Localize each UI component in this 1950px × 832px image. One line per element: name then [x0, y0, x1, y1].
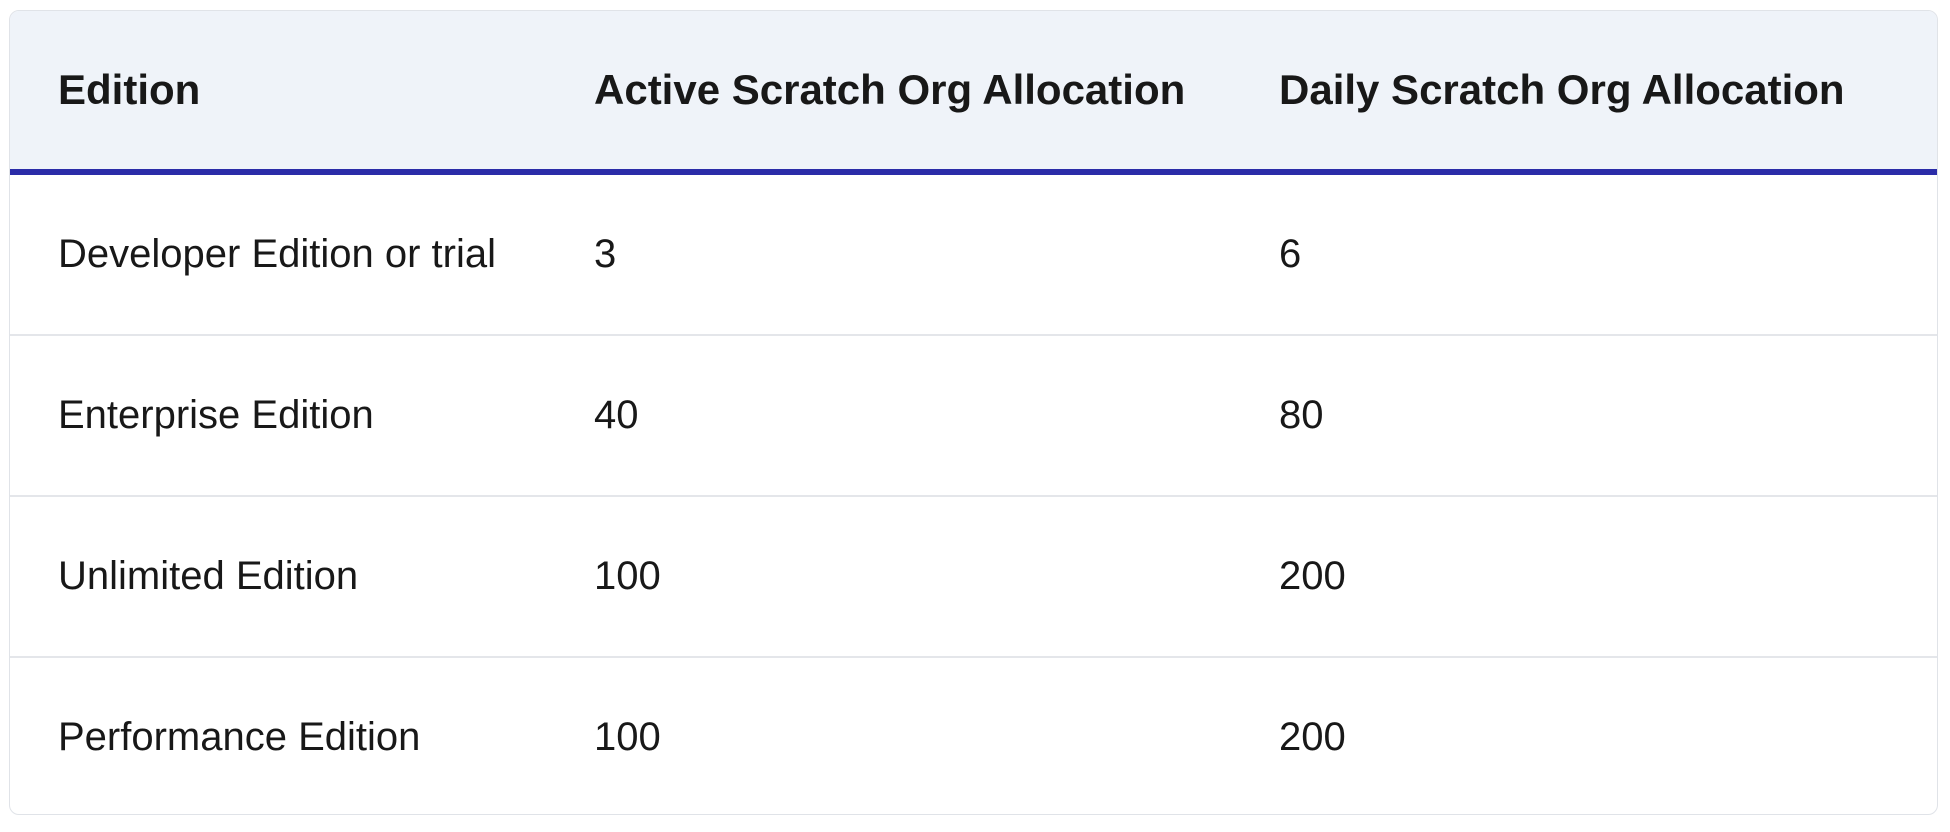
cell-edition: Performance Edition: [58, 715, 421, 759]
cell-active-allocation: 100: [594, 715, 661, 759]
scratch-org-allocation-table: Edition Active Scratch Org Allocation Da…: [9, 10, 1938, 815]
cell-daily-allocation: 200: [1279, 496, 1937, 658]
column-header-active-allocation: Active Scratch Org Allocation: [594, 11, 1279, 175]
cell-daily-allocation: 200: [1279, 715, 1346, 759]
table-row: Developer Edition or trial 3 6: [10, 172, 1937, 336]
allocation-table: Edition Active Scratch Org Allocation Da…: [10, 11, 1937, 814]
cell-active-allocation: 40: [594, 335, 1279, 497]
cell-edition: Enterprise Edition: [10, 335, 594, 497]
cell-edition: Developer Edition or trial: [10, 172, 594, 336]
cell-active-allocation: 100: [594, 496, 1279, 658]
table-row: Enterprise Edition 40 80: [10, 335, 1937, 497]
cell-daily-allocation: 80: [1279, 335, 1937, 497]
header-row: Edition Active Scratch Org Allocation Da…: [10, 11, 1937, 175]
column-header-edition: Edition: [10, 11, 594, 175]
cell-edition: Unlimited Edition: [10, 496, 594, 658]
cell-daily-allocation: 6: [1279, 172, 1937, 336]
table-header: Edition Active Scratch Org Allocation Da…: [10, 11, 1937, 175]
table-row: Performance Edition 100 200: [10, 657, 1937, 814]
cell-active-allocation: 3: [594, 172, 1279, 336]
table-body: Developer Edition or trial 3 6 Enterpris…: [10, 172, 1937, 814]
column-header-daily-allocation: Daily Scratch Org Allocation: [1279, 11, 1937, 175]
table-row: Unlimited Edition 100 200: [10, 496, 1937, 658]
